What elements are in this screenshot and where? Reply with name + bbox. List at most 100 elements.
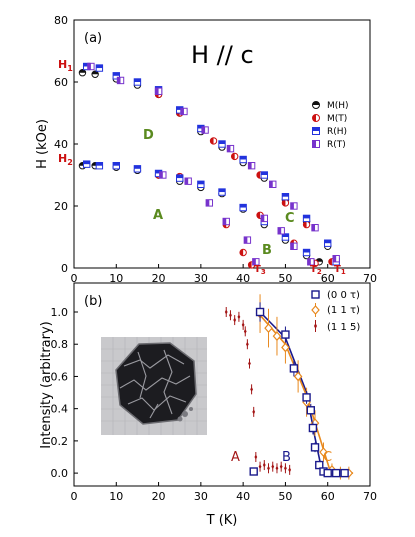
panel-a-point — [281, 233, 290, 241]
point-00tau — [289, 360, 299, 377]
point-115 — [279, 461, 283, 472]
legend-mt: M(T) — [312, 114, 347, 124]
panel-a-series-rt — [87, 62, 340, 266]
panel-b-ytick-label: 0.0 — [51, 467, 69, 480]
point-115 — [271, 461, 275, 472]
h2-label: H2 — [58, 152, 73, 167]
panel-a-point — [180, 107, 188, 116]
panel-a-ytick-label: 20 — [54, 200, 68, 213]
point-115 — [233, 315, 237, 326]
panel-b-xtick-label: 50 — [278, 490, 292, 503]
panel-a-point — [201, 126, 209, 134]
point-00tau — [323, 468, 332, 478]
panel-a-point — [133, 165, 142, 173]
panel-a-point — [205, 199, 214, 207]
panel-a-point — [159, 171, 167, 179]
legend-rh-label: R(H) — [327, 127, 347, 137]
panel-a-point — [302, 248, 311, 257]
panel-a-xtick-label: 10 — [109, 272, 123, 285]
panel-a-point — [87, 62, 95, 71]
panel-b-xtick-label: 70 — [363, 490, 377, 503]
panel-b-tag: (b) — [84, 294, 102, 309]
panel-a-point — [324, 239, 332, 247]
panel-a-xtick-label: 50 — [278, 272, 292, 285]
point-00tau — [302, 390, 311, 404]
panel-a-point — [332, 255, 340, 263]
legend-11tau-label: (1 1 τ) — [327, 305, 360, 316]
panel-a-point — [218, 188, 226, 196]
point-00tau — [331, 468, 341, 478]
legend-00tau-label: (0 0 τ) — [327, 290, 360, 301]
t1-label: T1 — [334, 264, 346, 276]
panel-b-ticks — [73, 311, 371, 486]
legend-11tau: (1 1 τ) — [311, 303, 360, 317]
panel-a-title: H // c — [191, 41, 254, 69]
panel-a-ticks — [73, 19, 371, 269]
panel-a-xtick-label: 20 — [152, 272, 166, 285]
panel-a-point — [247, 162, 256, 170]
region-b-label: B — [282, 450, 291, 465]
point-115 — [237, 311, 241, 322]
panel-a-data — [78, 62, 340, 269]
panel-a-xtick-label: 70 — [363, 272, 377, 285]
panel-a-point — [95, 64, 104, 72]
phase-d-label: D — [143, 128, 154, 143]
point-00tau — [315, 460, 324, 470]
legend-mh-label: M(H) — [327, 101, 349, 111]
panel-a-point — [290, 242, 298, 251]
legend-rh: R(H) — [312, 127, 347, 137]
t2-label: T2 — [310, 264, 322, 276]
panel-a-ytick-label: 0 — [61, 262, 68, 275]
panel-b-ytick-label: 1.0 — [51, 306, 69, 319]
point-115 — [262, 460, 266, 471]
legend-00tau: (0 0 τ) — [311, 290, 360, 301]
panel-a-point — [239, 155, 247, 164]
panel-b: 0 10 20 30 40 50 60 70 0.0 0.2 0.4 0.6 0.8 1.0 (b) In… — [39, 282, 377, 528]
panel-a-point — [209, 137, 218, 145]
phase-b-label: B — [262, 243, 272, 258]
panel-a-tag: (a) — [84, 31, 102, 46]
panel-a-point — [307, 258, 315, 266]
legend-mt-label: M(T) — [327, 114, 347, 124]
panel-b-xtick-label: 30 — [194, 490, 208, 503]
point-00tau — [310, 442, 320, 453]
panel-a-point — [311, 224, 319, 232]
panel-b-xtick-label: 20 — [152, 490, 166, 503]
panel-b-data — [224, 294, 354, 480]
point-11tau — [272, 316, 282, 356]
panel-b-ylabel: Intensity (arbitrary) — [39, 321, 54, 448]
legend-115-label: (1 1 5) — [327, 322, 360, 333]
point-00tau — [249, 467, 258, 476]
point-115 — [245, 339, 249, 350]
panel-a-point — [239, 203, 247, 212]
panel-a-point — [252, 258, 260, 266]
panel-a-point — [226, 144, 235, 153]
panel-a-point — [176, 174, 184, 182]
point-115 — [229, 310, 232, 321]
panel-b-xlabel: T (K) — [206, 513, 238, 528]
legend-rt: R(T) — [312, 140, 346, 150]
series-00tau — [249, 302, 349, 478]
panel-a-ytick-label: 80 — [54, 14, 68, 27]
panel-b-xtick-label: 40 — [236, 490, 250, 503]
point-00tau — [308, 421, 318, 435]
panel-b-ytick-label: 0.2 — [51, 435, 69, 448]
point-115 — [243, 326, 247, 337]
point-115 — [252, 406, 256, 417]
panel-b-xtick-label: 0 — [71, 490, 78, 503]
point-115 — [284, 463, 287, 474]
panel-a-point — [277, 227, 285, 235]
panel-a: 0 10 20 30 40 50 60 70 0 20 40 60 80 (a) H // c H (k… — [35, 14, 377, 285]
panel-a-point — [95, 162, 104, 170]
legend-115: (1 1 5) — [314, 320, 360, 333]
point-11tau — [319, 442, 328, 462]
panel-a-point — [290, 202, 298, 210]
panel-a-point — [302, 220, 311, 229]
panel-a-point — [281, 193, 290, 201]
point-00tau — [255, 302, 265, 322]
panel-a-point — [269, 180, 277, 189]
panel-b-ytick-label: 0.4 — [51, 403, 69, 416]
panel-a-point — [302, 214, 311, 223]
panel-a-xtick-label: 60 — [321, 272, 335, 285]
